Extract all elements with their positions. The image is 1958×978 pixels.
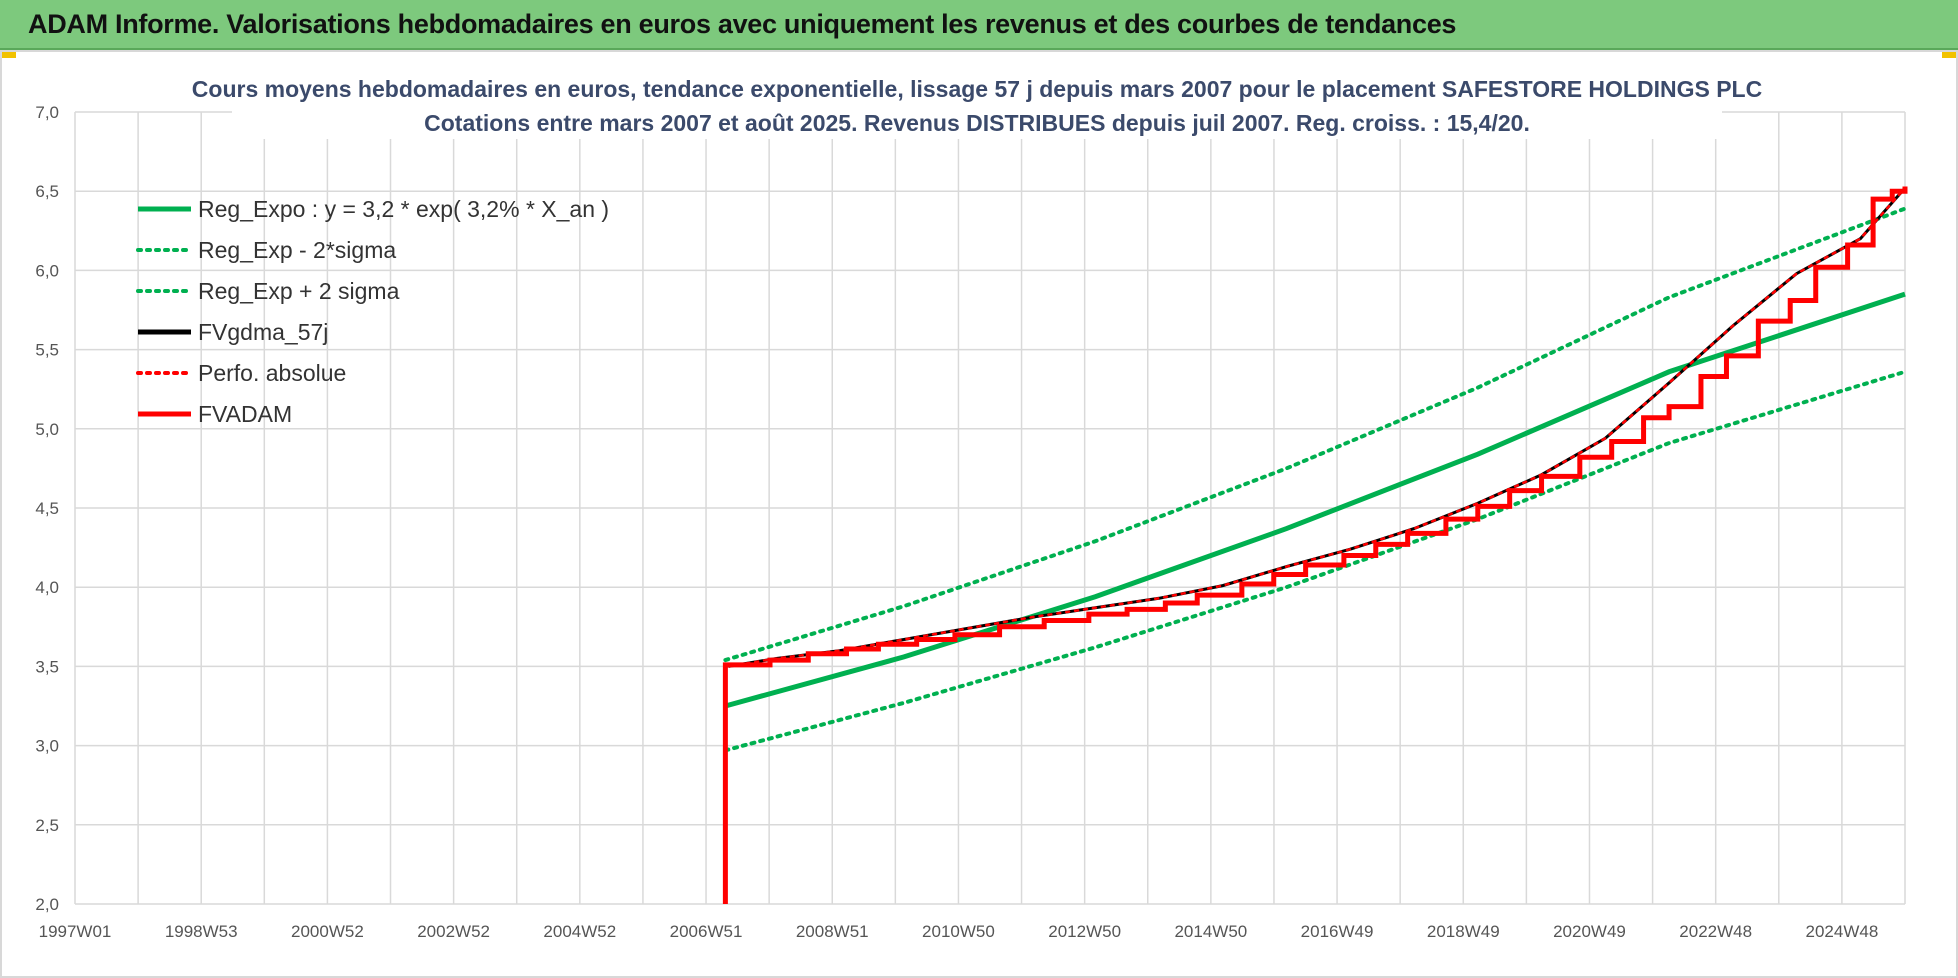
x-tick-label: 2024W48 xyxy=(1806,922,1879,941)
series-line xyxy=(724,291,1906,709)
x-tick-label: 2014W50 xyxy=(1174,922,1247,941)
y-tick-label: 5,0 xyxy=(35,420,59,439)
y-tick-label: 3,5 xyxy=(35,657,59,676)
y-tick-label: 6,0 xyxy=(35,261,59,280)
corner-marker xyxy=(1942,52,1956,58)
series-line xyxy=(723,369,1907,753)
legend: Reg_Expo : y = 3,2 * exp( 3,2% * X_an ) R… xyxy=(136,196,609,427)
y-tick-label: 6,5 xyxy=(35,182,59,201)
x-tick-label: 2020W49 xyxy=(1553,922,1626,941)
x-tick-label: 2010W50 xyxy=(922,922,995,941)
y-axis-ticks: 2,0 2,5 3,0 3,5 4,0 4,5 5,0 5,5 6,0 6,5 7,0 xyxy=(35,103,59,914)
y-tick-label: 4,0 xyxy=(35,578,59,597)
x-tick-label: 2006W51 xyxy=(670,922,743,941)
y-tick-label: 2,5 xyxy=(35,816,59,835)
x-tick-label: 2018W49 xyxy=(1427,922,1500,941)
series-lines xyxy=(722,186,1908,904)
corner-marker xyxy=(2,52,16,58)
legend-label: Reg_Exp + 2 sigma xyxy=(198,278,400,304)
x-tick-label: 2016W49 xyxy=(1301,922,1374,941)
y-tick-label: 5,5 xyxy=(35,341,59,360)
chart-title-line2: Cotations entre mars 2007 et août 2025. … xyxy=(424,110,1530,136)
legend-label: FVgdma_57j xyxy=(198,319,328,345)
page-title: ADAM Informe. Valorisations hebdomadaire… xyxy=(28,9,1457,39)
x-tick-label: 2000W52 xyxy=(291,922,364,941)
x-tick-label: 2008W51 xyxy=(796,922,869,941)
title-background xyxy=(232,67,1722,139)
x-tick-label: 2002W52 xyxy=(417,922,490,941)
series-line xyxy=(728,187,1907,668)
x-tick-label: 2004W52 xyxy=(543,922,616,941)
y-tick-label: 2,0 xyxy=(35,895,59,914)
legend-label: Reg_Expo : y = 3,2 * exp( 3,2% * X_an ) xyxy=(198,196,609,222)
x-tick-label: 2012W50 xyxy=(1048,922,1121,941)
series-line xyxy=(727,186,1907,668)
title-bar: ADAM Informe. Valorisations hebdomadaire… xyxy=(0,0,1958,50)
gridlines xyxy=(74,111,1906,905)
x-tick-label: 1998W53 xyxy=(165,922,238,941)
x-tick-label: 1997W01 xyxy=(39,922,112,941)
series-line xyxy=(722,186,1908,904)
legend-label: Perfo. absolue xyxy=(198,360,346,386)
legend-label: Reg_Exp - 2*sigma xyxy=(198,237,396,263)
x-axis-ticks: 1997W01 1998W53 2000W52 2002W52 2004W52 2006W… xyxy=(39,922,1879,941)
series-line xyxy=(723,206,1907,663)
y-tick-label: 4,5 xyxy=(35,499,59,518)
y-tick-label: 3,0 xyxy=(35,737,59,756)
chart-frame: 2,0 2,5 3,0 3,5 4,0 4,5 5,0 5,5 6,0 6,5 7,0 1997W0… xyxy=(0,50,1958,978)
chart-svg: 2,0 2,5 3,0 3,5 4,0 4,5 5,0 5,5 6,0 6,5 7,0 1997W0… xyxy=(35,67,1908,941)
x-tick-label: 2022W48 xyxy=(1679,922,1752,941)
y-tick-label: 7,0 xyxy=(35,103,59,122)
chart-title-line1: Cours moyens hebdomadaires en euros, ten… xyxy=(192,76,1762,102)
legend-label: FVADAM xyxy=(198,401,292,427)
